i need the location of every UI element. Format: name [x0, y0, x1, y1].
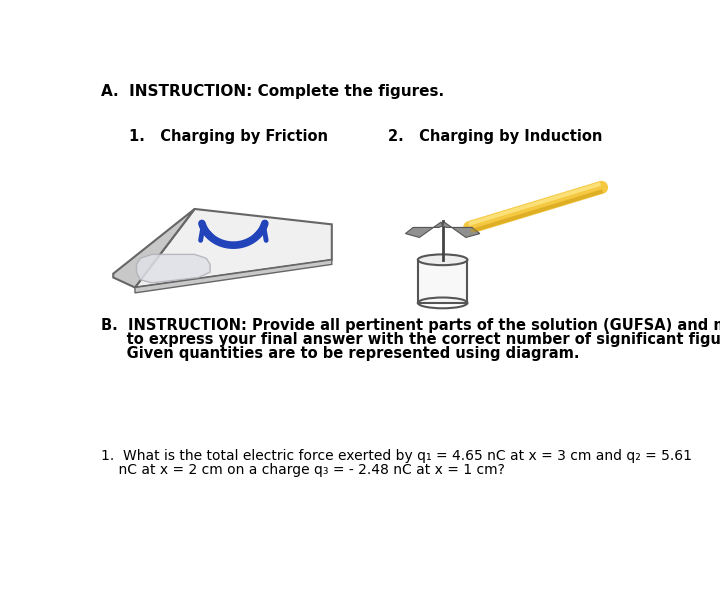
Polygon shape — [470, 189, 603, 233]
Polygon shape — [135, 259, 332, 293]
Polygon shape — [137, 255, 210, 283]
Bar — [418, 259, 467, 303]
Polygon shape — [468, 182, 601, 226]
Ellipse shape — [418, 255, 467, 265]
Text: B.  INSTRUCTION: Provide all pertinent parts of the solution (GUFSA) and make su: B. INSTRUCTION: Provide all pertinent pa… — [101, 318, 720, 334]
Text: A.  INSTRUCTION: Complete the figures.: A. INSTRUCTION: Complete the figures. — [101, 84, 444, 99]
Text: 1.   Charging by Friction: 1. Charging by Friction — [129, 129, 328, 144]
Text: nC at x = 2 cm on a charge q₃ = - 2.48 nC at x = 1 cm?: nC at x = 2 cm on a charge q₃ = - 2.48 n… — [101, 463, 505, 477]
Text: to express your final answer with the correct number of significant figures. Not: to express your final answer with the co… — [101, 332, 720, 347]
Circle shape — [463, 221, 477, 234]
Polygon shape — [468, 181, 603, 234]
Text: 2.   Charging by Induction: 2. Charging by Induction — [388, 129, 603, 144]
Polygon shape — [113, 209, 194, 288]
Circle shape — [595, 181, 608, 194]
Polygon shape — [135, 209, 332, 288]
Text: 1.  What is the total electric force exerted by q₁ = 4.65 nC at x = 3 cm and q₂ : 1. What is the total electric force exer… — [101, 449, 692, 463]
Text: Given quantities are to be represented using diagram.: Given quantities are to be represented u… — [101, 346, 580, 361]
Polygon shape — [443, 222, 480, 237]
Polygon shape — [405, 222, 443, 237]
